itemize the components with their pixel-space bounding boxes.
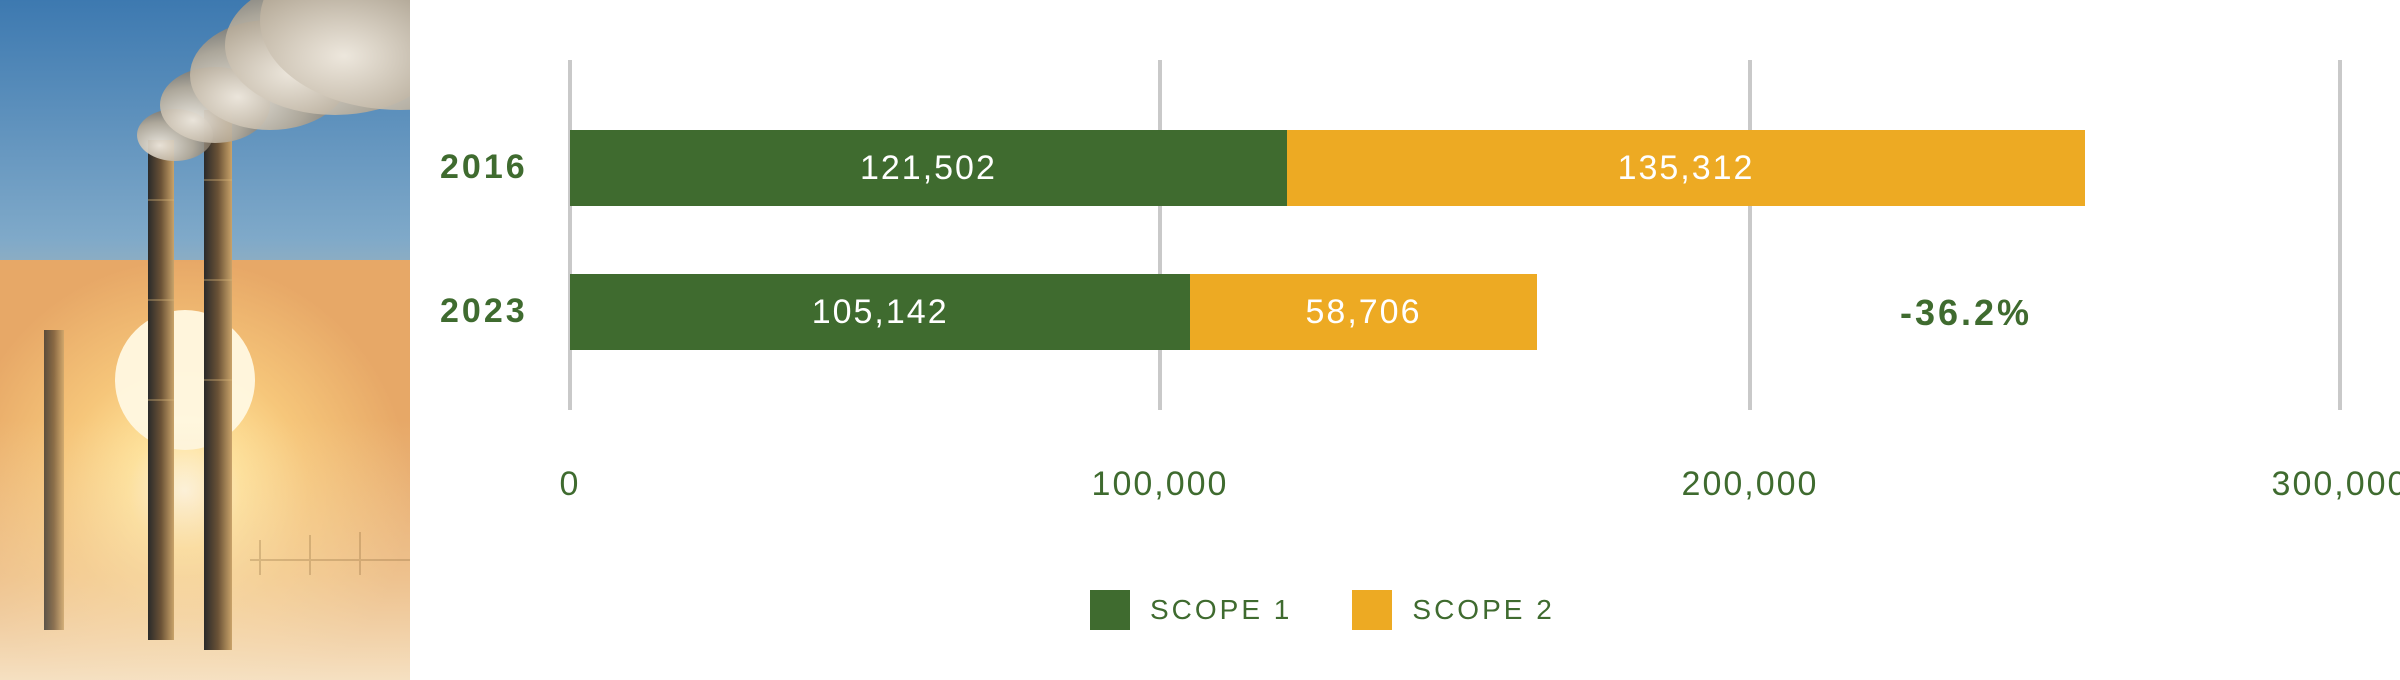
hero-photo <box>0 0 410 680</box>
bar-segment-scope2: 58,706 <box>1190 274 1536 350</box>
x-axis-tick-label: 200,000 <box>1682 465 1819 504</box>
bar-row: 121,502135,312 <box>570 130 2085 206</box>
root: 0 100,000 200,000 300,000 2016 121,502135,312… <box>0 0 2400 680</box>
plot: 0100,000200,000300,0002016121,502135,312… <box>570 60 2340 410</box>
gridline <box>2338 60 2342 410</box>
legend-swatch <box>1352 590 1392 630</box>
legend-label: SCOPE 2 <box>1412 594 1554 626</box>
x-axis-tick-label: 0 <box>560 465 581 504</box>
gridline <box>568 60 572 410</box>
legend: SCOPE 1 SCOPE 2 <box>1090 590 1555 630</box>
y-axis-label: 2023 <box>440 292 528 331</box>
x-axis-tick-label: 300,000 <box>2272 465 2400 504</box>
legend-item-scope2: SCOPE 2 <box>1352 590 1554 630</box>
gridline <box>1748 60 1752 410</box>
chart-area: 0 100,000 200,000 300,000 2016 121,502135,312… <box>410 0 2400 680</box>
gridline <box>1158 60 1162 410</box>
hero-photo-svg <box>0 0 410 680</box>
legend-item-scope1: SCOPE 1 <box>1090 590 1292 630</box>
bar-row: 105,14258,706 <box>570 274 1537 350</box>
bar-segment-scope2: 135,312 <box>1287 130 2085 206</box>
legend-label: SCOPE 1 <box>1150 594 1292 626</box>
bar-segment-scope1: 121,502 <box>570 130 1287 206</box>
y-axis-label: 2016 <box>440 148 528 187</box>
x-axis-tick-label: 100,000 <box>1092 465 1229 504</box>
delta-label: -36.2% <box>1900 292 2032 334</box>
bar-segment-scope1: 105,142 <box>570 274 1190 350</box>
legend-swatch <box>1090 590 1130 630</box>
